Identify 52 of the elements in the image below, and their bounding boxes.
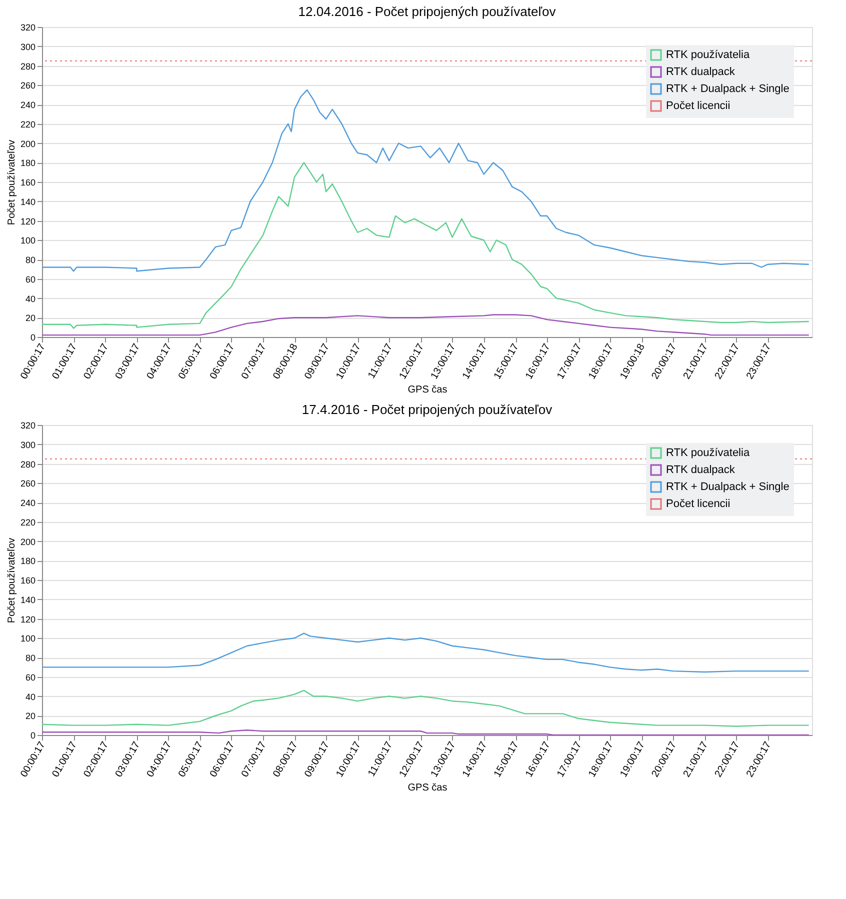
y-axis-title: Počet používateľov bbox=[6, 140, 18, 226]
y-tick-label: 220 bbox=[20, 517, 36, 528]
line-series bbox=[42, 690, 810, 727]
y-tick-label: 60 bbox=[25, 672, 36, 682]
legend-label: Počet licencii bbox=[666, 100, 730, 112]
y-tick-label: 0 bbox=[30, 730, 36, 740]
y-tick-label: 40 bbox=[25, 294, 36, 304]
y-tick-label: 0 bbox=[30, 332, 36, 342]
y-tick-label: 300 bbox=[20, 440, 36, 450]
y-tick-label: 20 bbox=[25, 711, 36, 722]
legend-label: RTK dualpack bbox=[666, 464, 736, 476]
y-tick-label: 180 bbox=[20, 556, 36, 566]
y-tick-label: 260 bbox=[20, 478, 36, 489]
chart-title: 17.4.2016 - Počet pripojených používateľov bbox=[302, 402, 553, 417]
y-axis-title: Počet používateľov bbox=[6, 538, 18, 624]
y-tick-label: 80 bbox=[25, 255, 36, 265]
line-series bbox=[42, 162, 810, 329]
y-tick-label: 40 bbox=[25, 692, 36, 702]
y-tick-label: 20 bbox=[25, 313, 36, 324]
y-tick-label: 320 bbox=[20, 420, 36, 430]
y-tick-label: 100 bbox=[20, 634, 36, 644]
legend-label: RTK + Dualpack + Single bbox=[666, 83, 790, 95]
y-tick-label: 80 bbox=[25, 653, 36, 663]
legend-label: RTK dualpack bbox=[666, 66, 736, 78]
y-tick-label: 60 bbox=[25, 274, 36, 284]
y-tick-label: 300 bbox=[20, 42, 36, 52]
y-tick-label: 240 bbox=[20, 100, 36, 110]
legend-label: RTK + Dualpack + Single bbox=[666, 481, 790, 493]
x-axis-title: GPS čas bbox=[408, 384, 448, 396]
y-tick-label: 160 bbox=[20, 576, 36, 586]
y-tick-label: 220 bbox=[20, 119, 36, 130]
line-series bbox=[42, 632, 810, 673]
y-tick-label: 160 bbox=[20, 178, 36, 188]
y-tick-label: 120 bbox=[20, 216, 36, 226]
y-tick-label: 200 bbox=[20, 138, 36, 149]
y-tick-label: 140 bbox=[20, 196, 36, 207]
y-tick-label: 240 bbox=[20, 498, 36, 508]
y-tick-label: 260 bbox=[20, 80, 36, 91]
y-tick-label: 280 bbox=[20, 459, 36, 470]
y-tick-label: 200 bbox=[20, 536, 36, 547]
chart-title: 12.04.2016 - Počet pripojených používateľov bbox=[298, 4, 556, 19]
y-tick-label: 120 bbox=[20, 614, 36, 624]
line-series bbox=[42, 314, 810, 336]
y-tick-label: 320 bbox=[20, 22, 36, 32]
x-axis-title: GPS čas bbox=[408, 782, 448, 794]
y-tick-label: 140 bbox=[20, 594, 36, 605]
y-tick-label: 180 bbox=[20, 158, 36, 168]
legend-label: RTK používatelia bbox=[666, 447, 750, 459]
legend-label: RTK používatelia bbox=[666, 49, 750, 61]
y-tick-label: 280 bbox=[20, 61, 36, 72]
legend-label: Počet licencii bbox=[666, 498, 730, 510]
y-tick-label: 100 bbox=[20, 236, 36, 246]
